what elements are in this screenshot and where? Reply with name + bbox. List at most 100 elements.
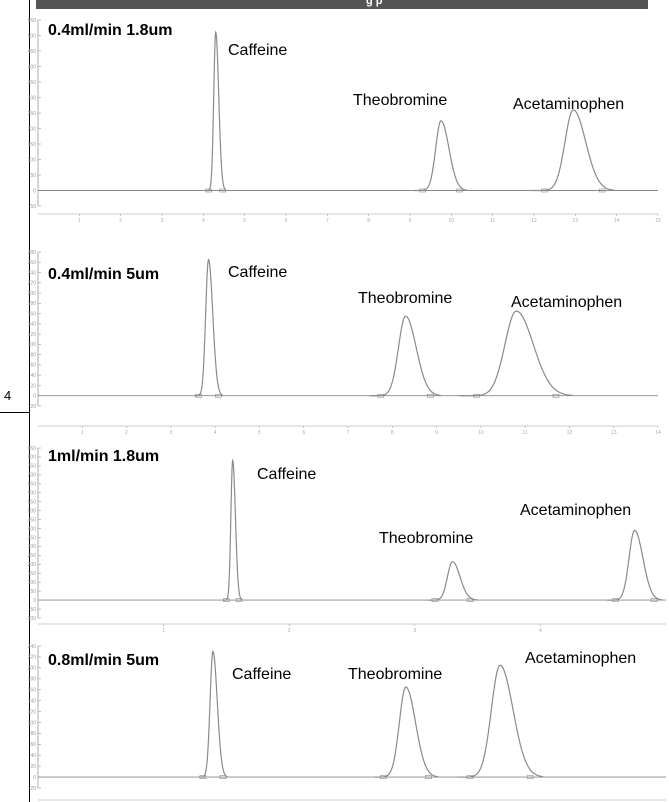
peak-acetaminophen xyxy=(531,109,615,192)
condition-label: 0.4ml/min 5um xyxy=(48,266,160,283)
y-tick-label: 0 xyxy=(33,598,36,604)
integration-marker xyxy=(456,188,463,193)
frame-edge-left xyxy=(29,0,30,802)
y-tick-label: -50 xyxy=(29,204,36,210)
chromatogram-svg: 8508007507006506005505004504003503002502… xyxy=(26,446,666,634)
x-tick-label: 5 xyxy=(243,218,246,224)
y-tick-label: 400 xyxy=(28,64,37,70)
x-tick-label: 6 xyxy=(302,430,305,436)
peak-label-caffeine: Caffeine xyxy=(232,666,292,683)
y-tick-label: 250 xyxy=(28,111,37,117)
x-tick-label: 3 xyxy=(161,218,164,224)
peak-label-acetaminophen: Acetaminophen xyxy=(520,502,632,519)
y-tick-label: 50 xyxy=(30,173,36,179)
peak-label-acetaminophen: Acetaminophen xyxy=(513,96,625,113)
y-tick-label: 100 xyxy=(28,580,37,586)
peak-label-caffeine: Caffeine xyxy=(257,466,317,483)
y-tick-label: 80 xyxy=(30,352,36,358)
y-tick-label: 120 xyxy=(28,332,37,338)
y-tick-label: 450 xyxy=(28,517,37,523)
integration-marker xyxy=(466,598,474,602)
frame-edge-bottom xyxy=(0,412,30,413)
integration-marker xyxy=(541,188,548,193)
y-tick-label: 150 xyxy=(28,142,37,148)
x-tick-label: 4 xyxy=(539,628,542,634)
x-tick-label: 5 xyxy=(258,430,261,436)
chromatogram-3: 850 800 750 700 650 600 550 500 450 400 350 300 250 2… xyxy=(26,442,669,634)
peak-acetaminophen xyxy=(606,529,663,601)
integration-marker xyxy=(377,393,385,398)
peak-label-caffeine: Caffeine xyxy=(228,42,288,59)
y-tick-label: 350 xyxy=(28,80,37,86)
x-tick-label: 6 xyxy=(285,218,288,224)
peak-label-caffeine: Caffeine xyxy=(228,264,288,281)
x-tick-label: 1 xyxy=(78,218,81,224)
y-tick-label: 0 xyxy=(33,775,36,781)
condition-label: 0.4ml/min 1.8um xyxy=(48,22,173,39)
x-tick-label: 14 xyxy=(655,430,661,436)
condition-label: 0.8ml/min 5um xyxy=(48,652,160,669)
y-tick-label: 180 xyxy=(28,301,37,307)
banner-text: g p xyxy=(366,0,383,7)
x-tick-label: 4 xyxy=(214,430,217,436)
peak-label-theobromine: Theobromine xyxy=(353,92,448,109)
y-tick-label: 50 xyxy=(30,589,36,595)
integration-marker xyxy=(205,188,213,193)
peak-caffeine xyxy=(205,30,227,192)
y-tick-label: 180 xyxy=(28,677,37,683)
y-tick-label: 500 xyxy=(28,508,37,514)
y-tick-label: 850 xyxy=(28,446,37,452)
y-tick-label: 150 xyxy=(28,571,37,577)
integration-marker xyxy=(195,393,202,398)
x-tick-label: 1 xyxy=(81,430,84,436)
side-digit: 4 xyxy=(4,388,12,403)
y-tick-label: 750 xyxy=(28,464,37,470)
integration-marker xyxy=(650,598,658,602)
y-tick-label: 0 xyxy=(33,394,36,400)
x-tick-label: 13 xyxy=(573,218,579,224)
y-tick-label: 20 xyxy=(30,383,36,389)
y-tick-label: 240 xyxy=(28,270,37,276)
y-tick-label: 250 xyxy=(28,553,37,559)
x-tick-label: 10 xyxy=(449,218,455,224)
peak-label-theobromine: Theobromine xyxy=(348,666,443,683)
y-tick-label: 700 xyxy=(28,473,37,479)
peak-label-theobromine: Theobromine xyxy=(358,290,453,307)
integration-marker xyxy=(598,188,606,193)
integration-marker xyxy=(419,188,426,193)
x-tick-label: 1 xyxy=(162,628,165,634)
y-tick-label: 500 xyxy=(28,33,37,39)
x-tick-label: 8 xyxy=(391,430,394,436)
chromatogram-4: 240 220 200 180 160 140 120 100 80 60 40 20 0 -20 0.8… xyxy=(28,640,669,802)
x-tick-label: 7 xyxy=(347,430,350,436)
x-tick-label: 2 xyxy=(119,218,122,224)
peak-theobromine xyxy=(427,561,478,601)
y-tick-label: 600 xyxy=(28,491,37,497)
x-tick-label: 10 xyxy=(478,430,484,436)
y-tick-label: 100 xyxy=(28,157,37,163)
integration-marker xyxy=(552,393,560,398)
x-tick-label: 8 xyxy=(367,218,370,224)
integration-marker xyxy=(215,393,222,398)
y-tick-label: 100 xyxy=(28,342,37,348)
x-tick-label: 13 xyxy=(611,430,617,436)
y-tick-label: 200 xyxy=(28,291,37,297)
y-tick-label: -50 xyxy=(29,607,36,613)
integration-marker xyxy=(611,598,619,602)
y-tick-label: 20 xyxy=(30,764,36,770)
x-tick-label: 4 xyxy=(202,218,205,224)
x-tick-label: 14 xyxy=(614,218,620,224)
y-tick-label: 400 xyxy=(28,526,37,532)
integration-marker xyxy=(526,775,534,779)
chromatogram-2: 280 260 240 220 200 180 160 140 120 100 80 60 40 20 0-… xyxy=(28,246,669,436)
peak-label-acetaminophen: Acetaminophen xyxy=(525,650,637,667)
integration-marker xyxy=(199,775,207,779)
x-tick-label: 3 xyxy=(169,430,172,436)
x-tick-label: 11 xyxy=(523,430,528,436)
y-tick-label: 40 xyxy=(30,753,36,759)
y-tick-label: 140 xyxy=(28,698,37,704)
peak-theobromine xyxy=(414,120,468,192)
integration-marker xyxy=(223,598,230,602)
y-tick-label: 220 xyxy=(28,655,37,661)
